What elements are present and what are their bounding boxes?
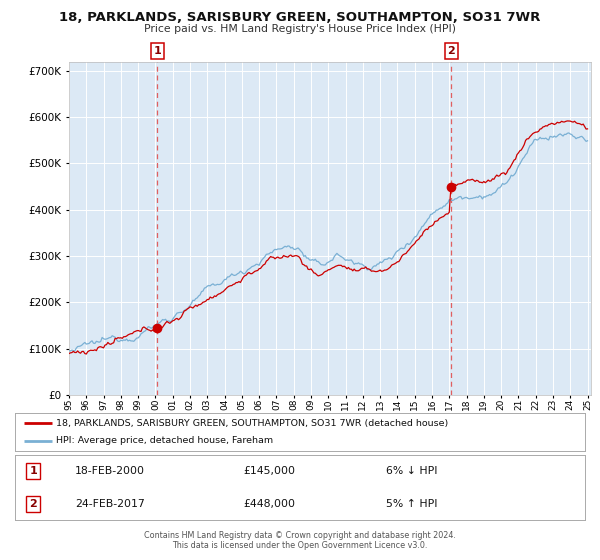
Text: This data is licensed under the Open Government Licence v3.0.: This data is licensed under the Open Gov… bbox=[172, 541, 428, 550]
Text: 18-FEB-2000: 18-FEB-2000 bbox=[75, 466, 145, 476]
Text: 6% ↓ HPI: 6% ↓ HPI bbox=[386, 466, 437, 476]
Text: Price paid vs. HM Land Registry's House Price Index (HPI): Price paid vs. HM Land Registry's House … bbox=[144, 24, 456, 34]
Text: 2: 2 bbox=[29, 499, 37, 509]
Text: £448,000: £448,000 bbox=[243, 499, 295, 509]
Text: 2: 2 bbox=[448, 46, 455, 56]
Text: Contains HM Land Registry data © Crown copyright and database right 2024.: Contains HM Land Registry data © Crown c… bbox=[144, 531, 456, 540]
Text: 5% ↑ HPI: 5% ↑ HPI bbox=[386, 499, 437, 509]
Text: £145,000: £145,000 bbox=[243, 466, 295, 476]
Text: 18, PARKLANDS, SARISBURY GREEN, SOUTHAMPTON, SO31 7WR (detached house): 18, PARKLANDS, SARISBURY GREEN, SOUTHAMP… bbox=[56, 418, 448, 427]
Text: 18, PARKLANDS, SARISBURY GREEN, SOUTHAMPTON, SO31 7WR: 18, PARKLANDS, SARISBURY GREEN, SOUTHAMP… bbox=[59, 11, 541, 24]
Text: 1: 1 bbox=[29, 466, 37, 476]
Text: 1: 1 bbox=[154, 46, 161, 56]
Text: HPI: Average price, detached house, Fareham: HPI: Average price, detached house, Fare… bbox=[56, 436, 273, 445]
Text: 24-FEB-2017: 24-FEB-2017 bbox=[75, 499, 145, 509]
